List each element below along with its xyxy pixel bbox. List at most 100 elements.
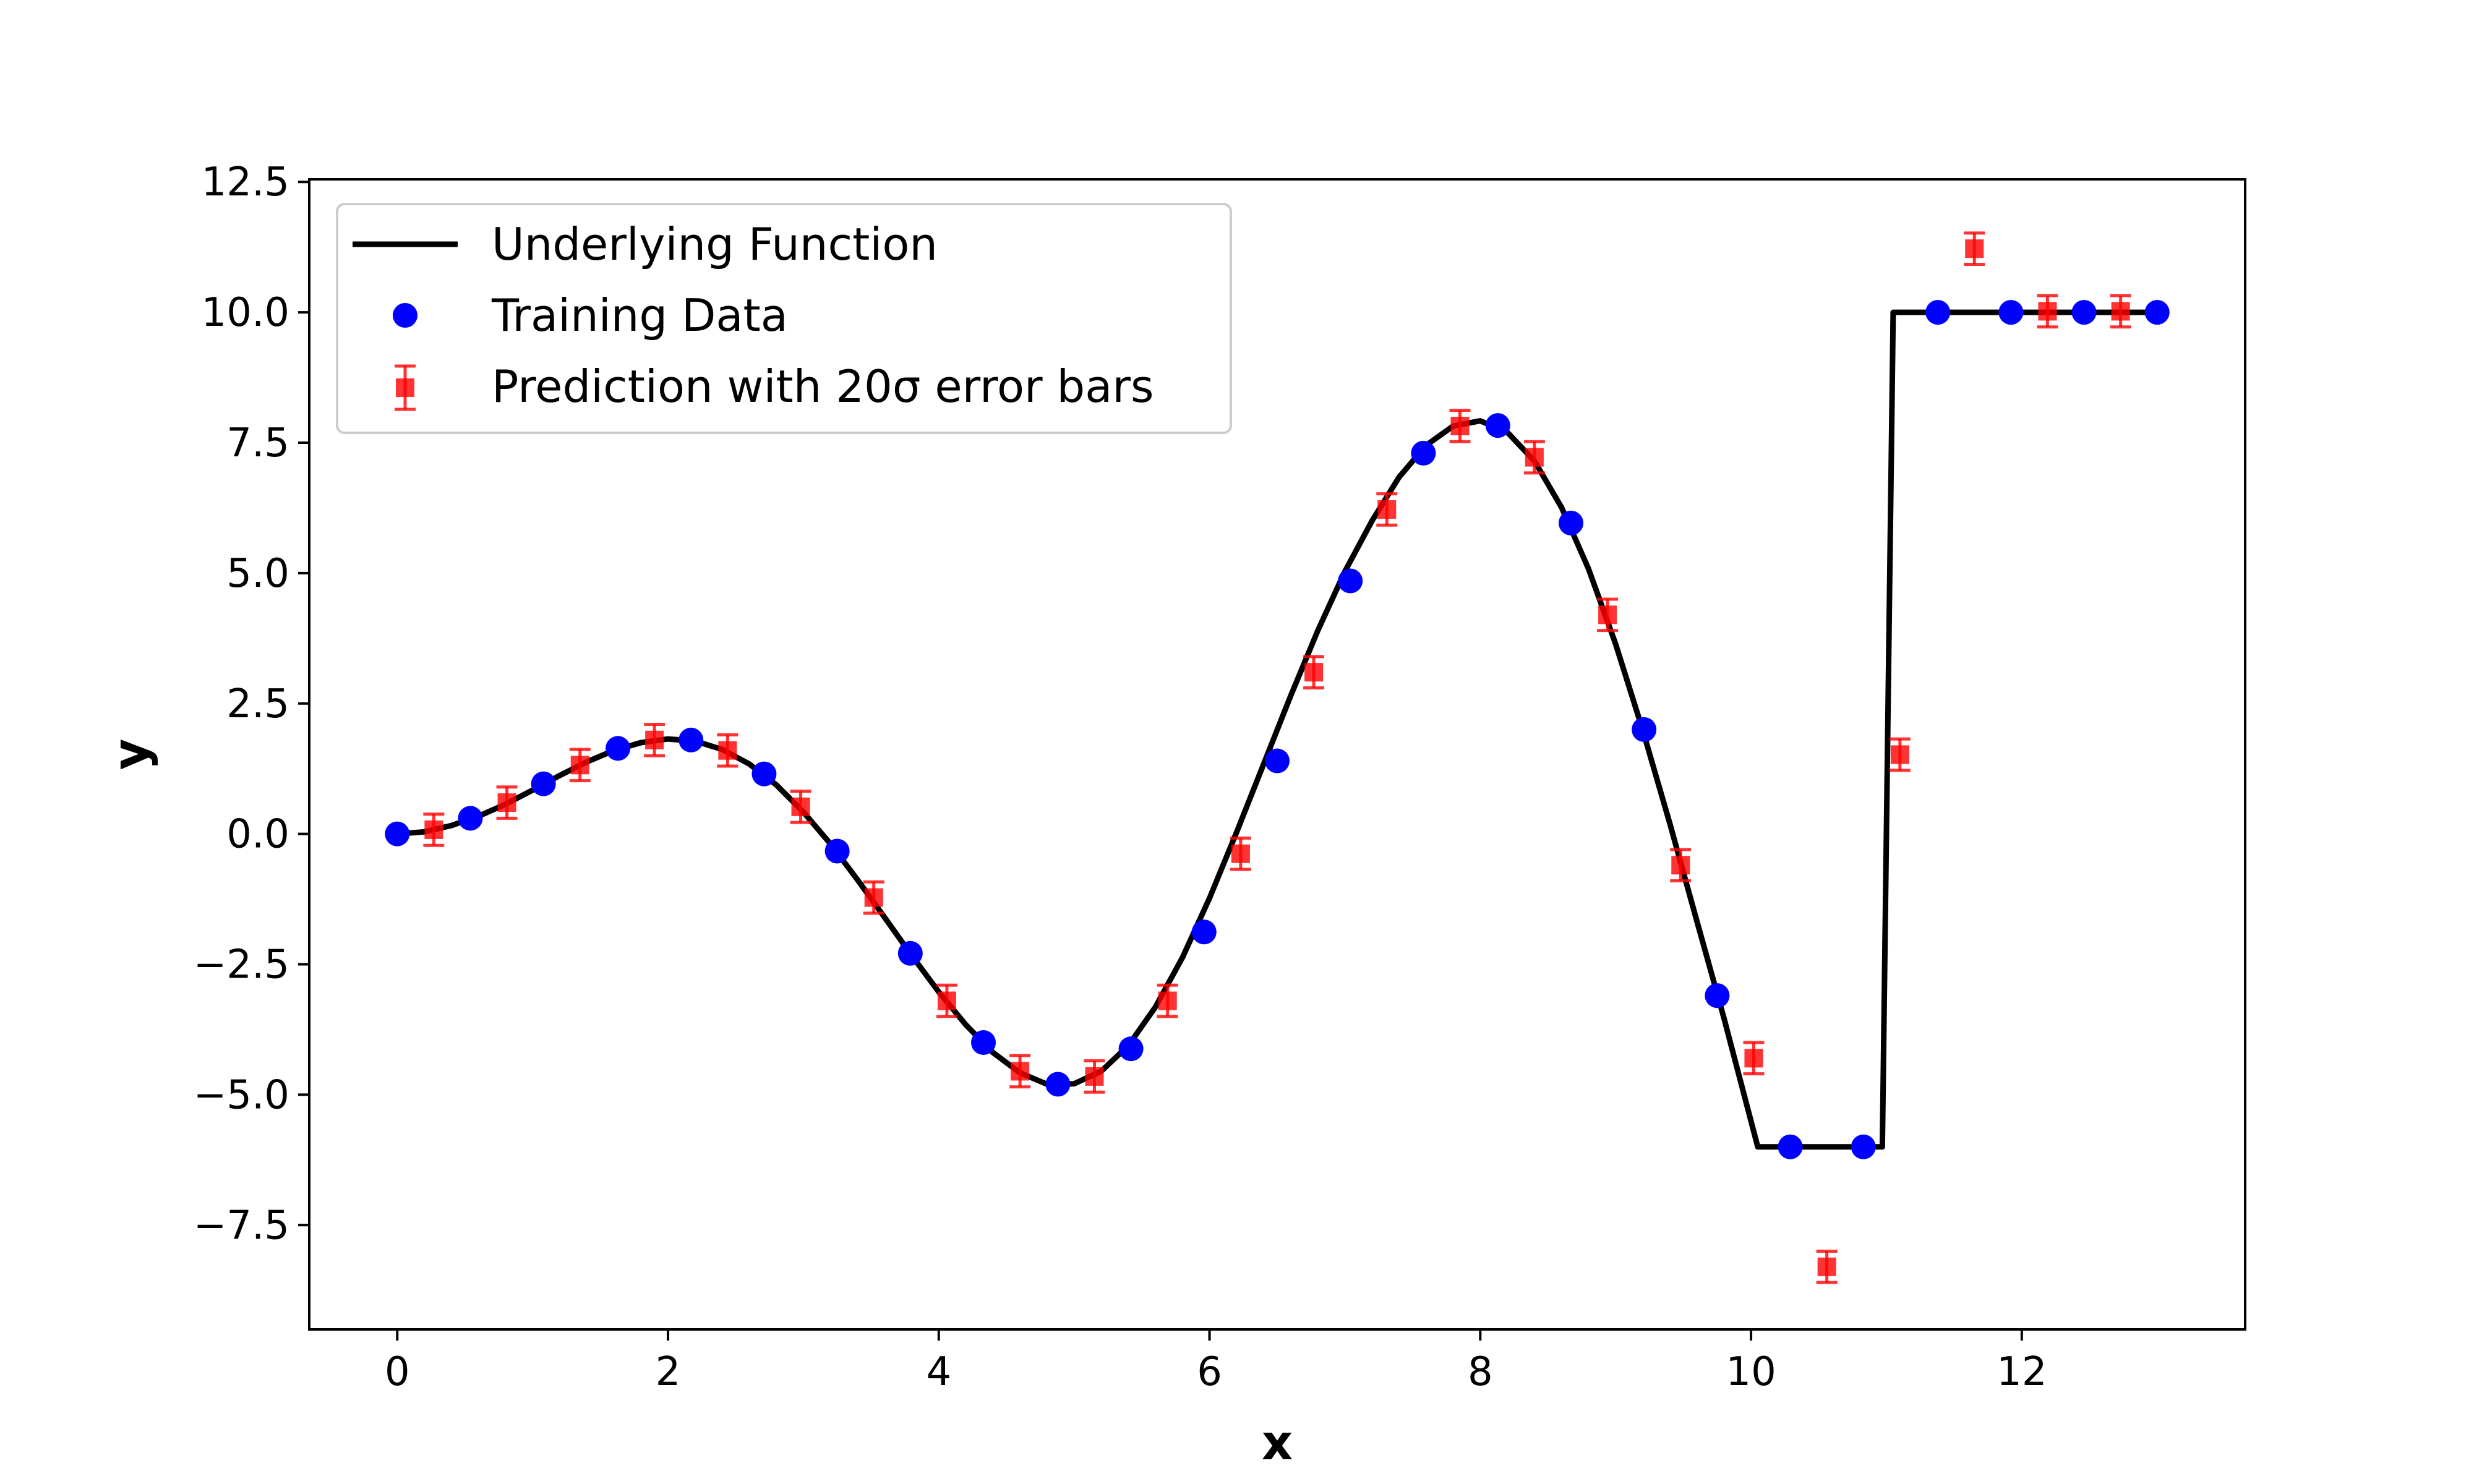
y-tick-label: −2.5 [194, 942, 289, 988]
prediction-marker [1450, 416, 1470, 435]
x-tick-label: 8 [1468, 1349, 1493, 1395]
training-point [458, 806, 483, 831]
prediction-marker [424, 820, 443, 839]
legend-label-prediction: Prediction with 20σ error bars [492, 360, 1154, 412]
prediction-point [1597, 597, 1619, 633]
y-tick-label: 0.0 [226, 812, 289, 858]
training-point [1558, 510, 1583, 535]
prediction-point [1743, 1041, 1765, 1076]
prediction-marker [1598, 605, 1617, 625]
x-tick-label: 0 [385, 1349, 410, 1395]
training-point [1998, 300, 2024, 325]
training-point [1411, 440, 1436, 466]
prediction-point [1816, 1249, 1838, 1284]
prediction-point [1449, 409, 1471, 443]
training-point [1118, 1036, 1144, 1062]
prediction-marker [1085, 1067, 1104, 1086]
training-point [1705, 983, 1730, 1009]
training-point [1632, 717, 1657, 742]
y-axis-label: y [103, 739, 159, 770]
y-tick-label: −5.0 [194, 1072, 289, 1118]
prediction-point [1009, 1054, 1031, 1089]
prediction-point [863, 880, 884, 915]
prediction-marker [1011, 1062, 1030, 1081]
training-point [1851, 1134, 1876, 1159]
prediction-marker [1377, 500, 1397, 519]
y-tick-label: 7.5 [226, 420, 289, 466]
prediction-marker [1890, 745, 1909, 764]
training-point [1338, 568, 1363, 594]
legend-dot-swatch [393, 303, 417, 328]
prediction-point [1157, 983, 1178, 1018]
prediction-point [936, 983, 957, 1018]
prediction-point [1084, 1059, 1105, 1094]
y-tick-label: 12.5 [202, 160, 290, 205]
x-axis-ticks: 0 2 4 6 8 10 12 [385, 1329, 2047, 1395]
training-point [678, 727, 704, 753]
prediction-point [717, 733, 738, 768]
training-point [1191, 919, 1217, 945]
prediction-marker [937, 991, 956, 1010]
plot-frame [308, 178, 2246, 1331]
training-point [2071, 300, 2097, 325]
prediction-marker [1744, 1049, 1763, 1068]
legend-label-function: Underlying Function [492, 218, 938, 270]
prediction-errorbars [423, 231, 2131, 1284]
prediction-marker [1671, 856, 1690, 875]
legend: Underlying Function Training Data Predic… [336, 203, 1232, 434]
prediction-point [644, 722, 666, 757]
y-tick-label: −7.5 [194, 1203, 289, 1248]
prediction-point [423, 812, 445, 847]
training-point [751, 761, 777, 787]
function-line-path [396, 309, 2157, 1150]
training-point [606, 736, 631, 761]
prediction-marker [864, 888, 883, 907]
prediction-point [2110, 294, 2131, 329]
plot-area [385, 231, 2170, 1284]
prediction-point [496, 785, 518, 820]
x-tick-label: 4 [926, 1349, 951, 1395]
training-point [1925, 300, 1951, 325]
x-tick-label: 12 [1997, 1349, 2047, 1395]
prediction-marker [718, 741, 737, 760]
training-point [1045, 1072, 1071, 1097]
y-tick-label: 10.0 [202, 290, 290, 336]
x-tick-label: 10 [1726, 1349, 1776, 1395]
prediction-point [1964, 231, 1985, 266]
prediction-point [569, 748, 591, 783]
legend-box [336, 203, 1232, 434]
training-point [531, 771, 556, 796]
training-point [824, 838, 850, 864]
prediction-marker [570, 756, 589, 775]
training-point [897, 940, 923, 966]
training-point [1485, 413, 1510, 438]
prediction-marker [2111, 302, 2130, 321]
prediction-point [1376, 492, 1398, 527]
prediction-point [1523, 440, 1545, 475]
prediction-marker [645, 730, 664, 749]
prediction-marker [791, 797, 810, 816]
training-point [385, 821, 410, 846]
underlying-function-line [396, 309, 2157, 1150]
x-tick-label: 6 [1197, 1349, 1222, 1395]
x-axis-label: x [1262, 1415, 1293, 1471]
training-point [2144, 300, 2170, 325]
prediction-marker [2038, 302, 2057, 321]
training-point [1778, 1134, 1803, 1159]
prediction-marker [497, 793, 516, 812]
prediction-point [1230, 836, 1251, 871]
prediction-marker [1231, 844, 1250, 863]
prediction-point [1303, 655, 1325, 689]
training-data-points [385, 300, 2170, 1159]
legend-label-training: Training Data [491, 289, 788, 341]
prediction-marker [1817, 1257, 1836, 1276]
prediction-marker [1965, 239, 1984, 258]
y-tick-label: 5.0 [226, 551, 289, 597]
legend-errorbar-swatch [395, 364, 416, 411]
prediction-point [790, 789, 811, 824]
training-point [1265, 748, 1290, 774]
prediction-marker [1304, 663, 1324, 682]
prediction-point [1889, 737, 1911, 772]
prediction-marker [1525, 448, 1544, 467]
